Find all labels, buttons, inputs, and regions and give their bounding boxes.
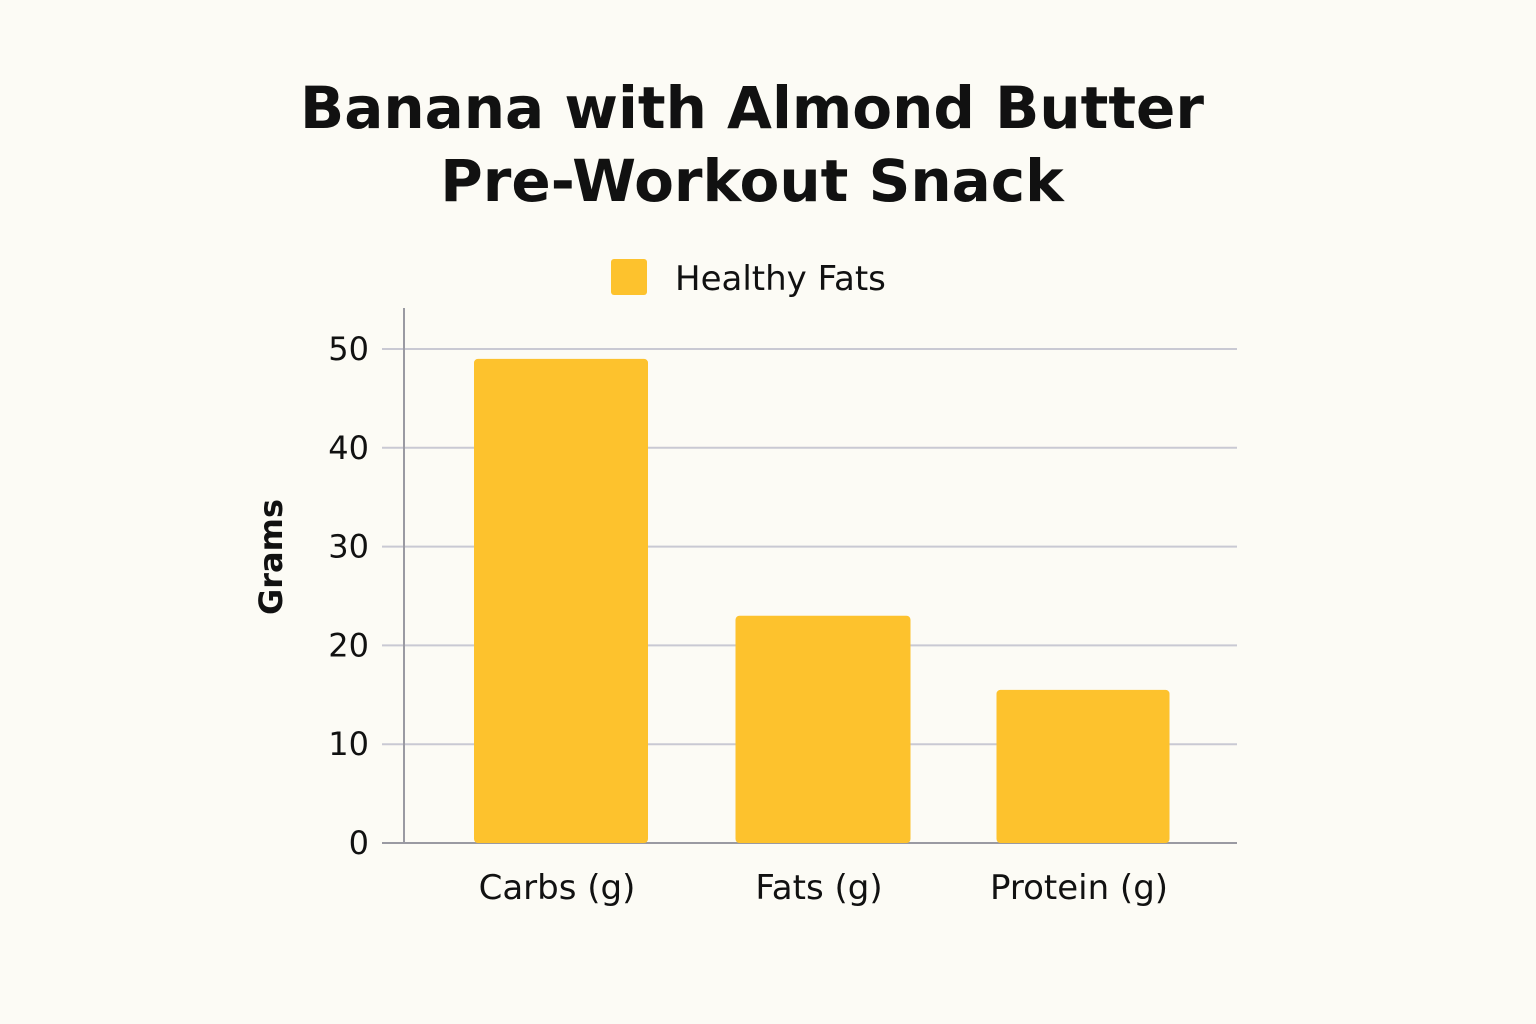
chart-title-line-2: Pre-Workout Snack [440, 147, 1064, 215]
x-category-label-0: Carbs (g) [479, 868, 636, 908]
x-category-labels: Carbs (g) Fats (g) Protein (g) [479, 868, 1168, 908]
x-category-label-1: Fats (g) [755, 868, 882, 908]
legend-swatch [611, 259, 647, 295]
y-tick-label-20: 20 [328, 626, 369, 664]
y-axis-label: Grams [252, 499, 290, 615]
bar-protein-g [996, 689, 1170, 843]
y-tick-label-30: 30 [328, 528, 369, 566]
y-tick-label-0: 0 [349, 824, 369, 862]
bar-fats-g [735, 615, 911, 843]
legend-label: Healthy Fats [675, 259, 886, 299]
y-tick-labels: 0 10 20 30 40 50 [328, 330, 369, 862]
y-tick-label-10: 10 [328, 725, 369, 763]
bars [474, 358, 1170, 843]
legend: Healthy Fats [611, 259, 886, 299]
chart-title-line-1: Banana with Almond Butter [299, 74, 1204, 142]
y-tick-label-50: 50 [328, 330, 369, 368]
y-tick-label-40: 40 [328, 429, 369, 467]
x-category-label-2: Protein (g) [990, 868, 1168, 908]
bar-carbs-g [474, 358, 648, 843]
